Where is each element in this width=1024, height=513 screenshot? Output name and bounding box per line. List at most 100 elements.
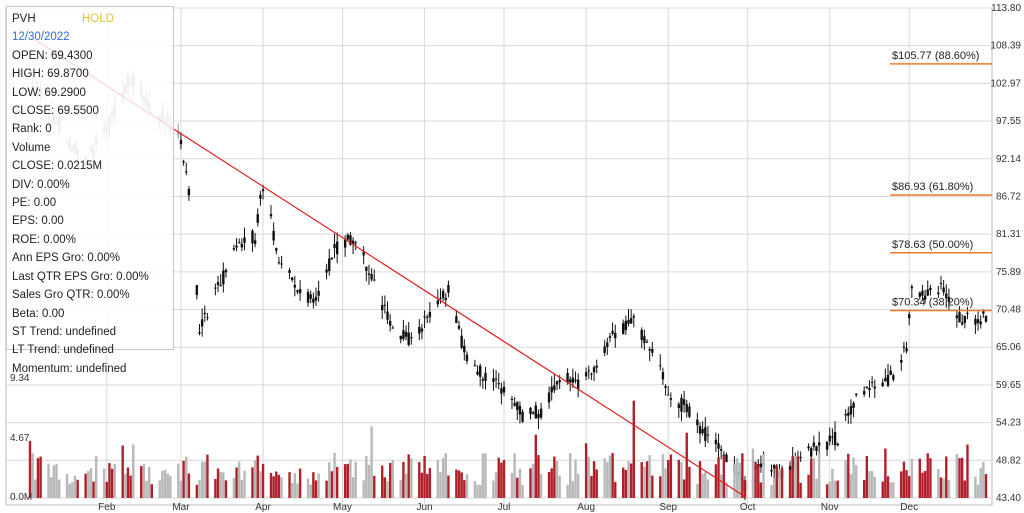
candle-body [280, 263, 283, 265]
candle-body [624, 320, 628, 331]
volume-bar [751, 448, 755, 498]
candle-body [937, 292, 940, 295]
volume-bar [365, 456, 368, 498]
volume-bar [410, 458, 413, 498]
candle-body [185, 171, 188, 173]
candle-body [621, 323, 625, 335]
volume-bar [290, 483, 294, 498]
volume-bar [243, 470, 246, 498]
volume-bar [902, 461, 906, 498]
volume-bar [696, 483, 699, 498]
volume-bar [537, 455, 540, 498]
volume-bar [974, 476, 977, 498]
volume-bar [584, 443, 588, 498]
volume-bar [381, 465, 384, 498]
volume-bar [129, 475, 132, 498]
candle-body [627, 319, 630, 324]
volume-bar [817, 453, 821, 498]
volume-bar [659, 476, 662, 498]
candle-body [457, 325, 461, 329]
candle-body [187, 188, 191, 196]
candle-body [272, 230, 275, 241]
volume-bar [513, 453, 516, 498]
volume-bar [558, 475, 561, 498]
month-label: Oct [740, 502, 756, 513]
candle-body [224, 269, 228, 273]
candle-body [960, 322, 964, 325]
candle-body [595, 365, 598, 368]
candle-body [614, 332, 617, 339]
volume-bar [529, 468, 532, 498]
candle-body [531, 412, 535, 414]
volume-bar [293, 473, 297, 498]
volume-bar [317, 473, 320, 498]
volume-bar [629, 463, 633, 498]
candle-body [576, 379, 580, 390]
volume-bar [939, 477, 943, 498]
candle-body [584, 372, 588, 377]
candle-body [365, 266, 368, 271]
price-tick-label: 102.97 [990, 78, 1021, 89]
candle-body [288, 270, 291, 273]
candle-body [558, 380, 561, 383]
volume-bar [328, 462, 331, 498]
volume-bar [976, 484, 980, 498]
info-line: Beta: 0.00 [12, 307, 65, 320]
volume-bar [704, 472, 707, 498]
candle-body [195, 285, 199, 296]
volume-tick-label: 4.67 [10, 433, 30, 444]
volume-bar [889, 482, 892, 498]
volume-bar [383, 477, 387, 498]
month-label: Jul [498, 502, 511, 513]
candle-body [317, 290, 320, 296]
volume-bar [921, 472, 924, 498]
volume-bar [39, 456, 42, 498]
candle-body [251, 230, 254, 244]
volume-bar [836, 480, 839, 498]
volume-bar [296, 483, 299, 498]
candle-body [592, 367, 596, 373]
volume-bar [238, 461, 241, 498]
volume-bar [232, 478, 236, 498]
candle-body [314, 296, 318, 301]
candle-body [770, 469, 773, 472]
volume-bar [735, 458, 739, 498]
volume-bar [621, 467, 625, 498]
volume-bar [521, 484, 524, 498]
candle-body [902, 346, 906, 348]
candle-body [404, 331, 408, 337]
volume-bar [73, 475, 77, 498]
fib-level-label: $105.77 (88.60%) [892, 50, 979, 62]
volume-bar [685, 432, 688, 498]
volume-bar [833, 480, 837, 498]
candle-body [640, 329, 643, 340]
candle-body [206, 317, 209, 319]
volume-bar [349, 459, 352, 498]
volume-tick-label: 9.34 [10, 373, 30, 384]
candle-body [788, 466, 792, 470]
volume-bar [161, 470, 164, 498]
candle-body [881, 382, 884, 387]
volume-bar [592, 461, 596, 498]
candle-body [330, 257, 334, 260]
info-line: LT Trend: undefined [12, 344, 114, 357]
candle-body [929, 287, 932, 291]
candle-body [516, 401, 519, 410]
volume-bar [28, 441, 32, 498]
candle-body [632, 316, 635, 318]
candle-body [275, 248, 278, 251]
candle-body [807, 446, 810, 449]
candle-body [232, 248, 236, 250]
volume-bar [680, 462, 683, 498]
volume-bar [484, 453, 487, 498]
price-tick-label: 92.14 [996, 154, 1021, 165]
volume-bar [645, 461, 649, 498]
candle-body [892, 374, 895, 380]
info-line: OPEN: 69.4300 [12, 49, 93, 62]
volume-bar [682, 479, 686, 498]
info-line: Volume [12, 141, 51, 154]
candle-body [677, 404, 681, 409]
volume-bar [277, 474, 281, 498]
volume-bar [743, 480, 747, 498]
volume-bar [844, 460, 847, 498]
